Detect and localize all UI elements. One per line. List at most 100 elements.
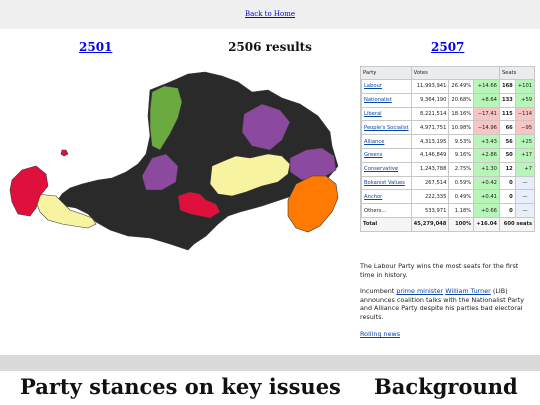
coalition-paragraph: Incumbent prime minister William Turner … xyxy=(360,287,532,321)
party-votes: 533,971 xyxy=(410,203,450,218)
party-vote-change: +0.66 xyxy=(473,203,500,218)
party-name[interactable]: Labour xyxy=(364,83,382,90)
map-region-alliance[interactable] xyxy=(287,175,339,233)
party-vote-change: −17.41 xyxy=(473,106,500,122)
results-table: Party Votes Seats Labour 11,993,941 26.49%… xyxy=(360,66,536,232)
party-votes: 1,243,788 xyxy=(410,161,450,177)
party-vote-change: +3.43 xyxy=(473,134,500,149)
next-year-link[interactable]: 2507 xyxy=(431,40,465,54)
party-seats: 0 xyxy=(498,189,516,205)
page-title: 2506 results xyxy=(228,40,312,54)
map-region-labour-w[interactable] xyxy=(141,153,179,191)
party-row: Alliance 4,313,195 9.53% +3.43 56 +25 xyxy=(360,134,536,149)
rolling-news-block: Rolling news xyxy=(360,330,532,339)
party-vote-change: +2.86 xyxy=(473,147,500,163)
party-name[interactable]: Bokanist Values xyxy=(364,179,405,186)
party-row: Liberal 8,221,514 18.16% −17.41 115 −114 xyxy=(360,106,536,122)
party-seat-change: −95 xyxy=(514,120,536,136)
votes-column-header: Votes xyxy=(410,66,500,80)
party-row: Nationalist 9,364,190 20.68% +8.64 133 +59 xyxy=(360,92,536,108)
party-vote-percent: 0.49% xyxy=(448,189,475,205)
party-vote-change: +0.42 xyxy=(473,175,500,191)
party-seats: 168 xyxy=(498,79,516,94)
results-map xyxy=(9,71,339,251)
map-region-liberal-central[interactable] xyxy=(209,153,291,197)
party-row: Greens 4,146,849 9.16% +2.86 50 +17 xyxy=(360,147,536,163)
party-name[interactable]: Anchor xyxy=(364,193,383,200)
total-percent: 100% xyxy=(448,216,475,232)
party-seats: 133 xyxy=(498,92,516,108)
party-vote-percent: 10.98% xyxy=(448,120,475,136)
back-to-home-link[interactable]: Back to Home xyxy=(244,10,296,18)
party-vote-change: +8.64 xyxy=(473,92,500,108)
party-seats: 115 xyxy=(498,106,516,122)
party-votes: 4,971,751 xyxy=(410,120,450,136)
map-region-greens[interactable] xyxy=(149,85,183,151)
party-vote-percent: 18.16% xyxy=(448,106,475,122)
party-vote-percent: 20.68% xyxy=(448,92,475,108)
party-seats: 56 xyxy=(498,134,516,149)
rolling-news-link[interactable]: Rolling news xyxy=(360,330,401,338)
william-turner-link[interactable]: William Turner xyxy=(445,287,491,295)
party-row: Labour 11,993,941 26.49% +14.66 168 +101 xyxy=(360,79,536,94)
party-name[interactable]: Nationalist xyxy=(364,97,392,104)
party-seat-change: — xyxy=(514,203,536,218)
party-vote-percent: 1.18% xyxy=(448,203,475,218)
total-change: +16.04 xyxy=(473,216,500,232)
party-name[interactable]: Alliance xyxy=(364,138,385,145)
party-row: Anchor 222,335 0.49% +0.41 0— xyxy=(360,189,536,205)
total-row: Total 45,279,048 100% +16.04 600 seats xyxy=(360,216,536,232)
party-votes: 9,364,190 xyxy=(410,92,450,108)
total-label: Total xyxy=(360,216,412,232)
party-vote-percent: 9.53% xyxy=(448,134,475,149)
party-name[interactable]: Conservative xyxy=(364,166,399,173)
total-votes: 45,279,048 xyxy=(410,216,450,232)
party-vote-change: +14.66 xyxy=(473,79,500,94)
party-column-header: Party xyxy=(360,66,412,80)
party-seat-change: +25 xyxy=(514,134,536,149)
party-seat-change: +7 xyxy=(514,161,536,177)
party-name[interactable]: Liberal xyxy=(364,110,382,117)
section-divider xyxy=(0,355,540,371)
party-name-cell: Labour xyxy=(361,79,412,94)
party-votes: 4,146,849 xyxy=(410,147,450,163)
party-vote-change: +0.41 xyxy=(473,189,500,205)
party-name[interactable]: Greens xyxy=(364,152,383,159)
party-name-cell: Nationalist xyxy=(361,92,412,108)
party-name-cell: Conservative xyxy=(361,161,412,177)
party-seats: 12 xyxy=(498,161,516,177)
party-stances-heading: Party stances on key issues xyxy=(20,374,341,399)
map-region-peoples-socialist-west[interactable] xyxy=(9,165,49,217)
party-name-cell: Others... xyxy=(361,203,412,218)
party-votes: 8,221,514 xyxy=(410,106,450,122)
party-seats: 50 xyxy=(498,147,516,163)
map-region-peoples-socialist-dot[interactable] xyxy=(60,149,69,157)
map-region-labour-ne[interactable] xyxy=(241,103,291,151)
party-seats: 0 xyxy=(498,203,516,218)
party-seat-change: — xyxy=(514,189,536,205)
top-bar: Back to Home xyxy=(0,0,540,29)
party-seats: 0 xyxy=(498,175,516,191)
party-votes: 267,514 xyxy=(410,175,450,191)
previous-year-link[interactable]: 2501 xyxy=(79,40,113,54)
party-name[interactable]: People's Socialist xyxy=(364,124,409,131)
prime-minister-link[interactable]: prime minister xyxy=(396,287,444,295)
party-votes: 4,313,195 xyxy=(410,134,450,149)
party-row: People's Socialist 4,971,751 10.98% −14.96 6… xyxy=(360,120,536,136)
map-region-liberal-west[interactable] xyxy=(35,193,97,229)
party-row: Conservative 1,243,788 2.75% +1.30 12 +7 xyxy=(360,161,536,177)
party-name-cell: Liberal xyxy=(361,106,412,122)
party-name: Others... xyxy=(364,207,387,214)
party-vote-change: +1.30 xyxy=(473,161,500,177)
results-navigation: 2501 2506 results 2507 xyxy=(10,29,530,65)
coalition-suffix: (LIB) announces coalition talks with the… xyxy=(360,287,525,321)
party-name-cell: Greens xyxy=(361,147,412,163)
map-region-peoples-socialist-central[interactable] xyxy=(177,191,221,219)
party-seat-change: −114 xyxy=(514,106,536,122)
party-row: Others... 533,971 1.18% +0.66 0— xyxy=(360,203,536,218)
total-seats: 600 seats xyxy=(498,216,536,232)
party-name-cell: Bokanist Values xyxy=(361,175,412,191)
map-region-labour-e[interactable] xyxy=(289,147,337,181)
party-votes: 11,993,941 xyxy=(410,79,450,94)
party-seat-change: +59 xyxy=(514,92,536,108)
